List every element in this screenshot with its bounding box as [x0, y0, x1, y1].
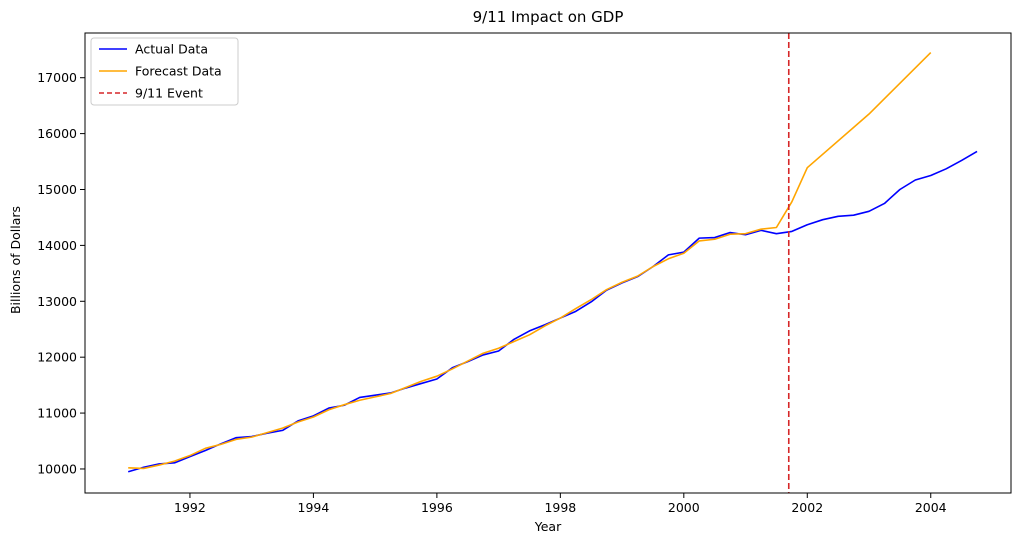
legend-label-actual: Actual Data: [135, 42, 208, 57]
y-tick-label: 10000: [37, 461, 77, 476]
legend: Actual Data Forecast Data 9/11 Event: [90, 37, 239, 106]
x-tick-label: 1996: [421, 500, 453, 515]
y-axis-label: Billions of Dollars: [8, 206, 23, 314]
x-tick-label: 1994: [298, 500, 330, 515]
x-tick-label: 1998: [544, 500, 576, 515]
y-tick-label: 17000: [37, 70, 77, 85]
legend-label-forecast: Forecast Data: [135, 64, 222, 79]
x-tick-label: 2004: [915, 500, 947, 515]
x-axis-label: Year: [534, 519, 562, 534]
series-layer: [127, 33, 978, 493]
chart-title: 9/11 Impact on GDP: [473, 8, 624, 26]
x-tick-label: 1992: [174, 500, 206, 515]
x-tick-label: 2002: [791, 500, 823, 515]
y-tick-label: 12000: [37, 350, 77, 365]
legend-box: [90, 37, 239, 106]
y-tick-label: 16000: [37, 126, 77, 141]
axes-layer: 1992 1994 1996 1998 2000 2002 2004 10000 11000 12…: [37, 70, 946, 515]
y-tick-label: 14000: [37, 238, 77, 253]
x-tick-label: 2000: [668, 500, 700, 515]
legend-label-event: 9/11 Event: [135, 86, 203, 101]
y-tick-label: 13000: [37, 294, 77, 309]
y-tick-label: 15000: [37, 182, 77, 197]
series-line-actual: [127, 150, 978, 473]
y-tick-label: 11000: [37, 406, 77, 421]
plot-frame: [84, 32, 1012, 494]
series-line-forecast: [128, 51, 932, 470]
